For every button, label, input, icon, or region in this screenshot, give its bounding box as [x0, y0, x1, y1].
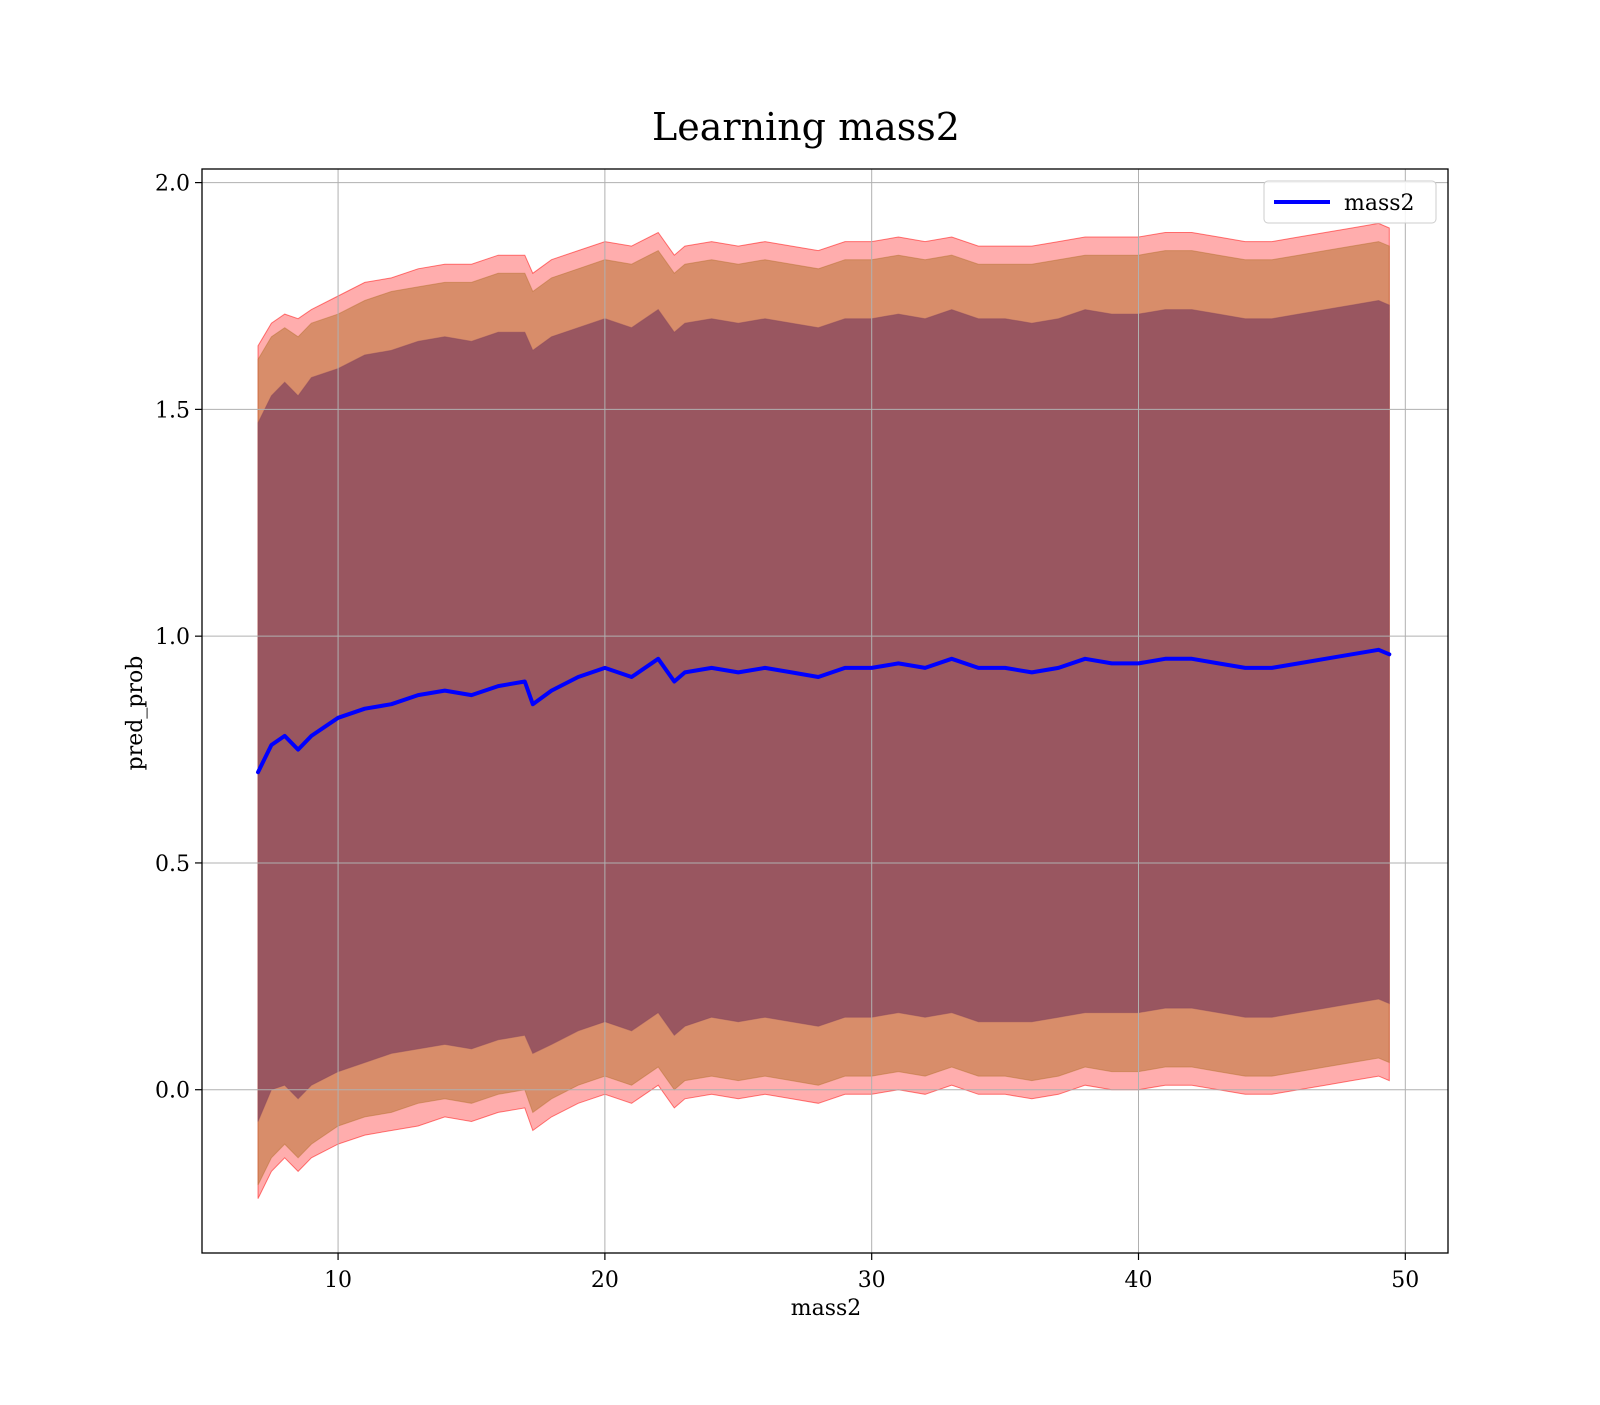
band-3 — [257, 299, 1390, 1122]
y-tick-label-2: 0.5 — [155, 852, 190, 877]
chart-title: Learning mass2 — [652, 105, 960, 149]
legend-box — [1263, 180, 1437, 224]
axes-frame — [201, 168, 1449, 1254]
x-tick-label-4: 40 — [1125, 1268, 1153, 1293]
x-axis-label: mass2 — [791, 1296, 862, 1321]
plot-area: 10 20 30 40 50 0.0 0.5 1.0 1.5 2.0 mass2 — [155, 168, 1449, 1293]
series-line-1 — [256, 647, 1392, 775]
y-axis-label: pred_prob — [123, 656, 148, 771]
y-tick-label-4: 1.5 — [155, 398, 190, 423]
x-tick-label-2: 20 — [591, 1268, 619, 1293]
y-tick-label-1: 0.0 — [155, 1079, 190, 1104]
legend-label-1: mass2 — [1344, 191, 1415, 216]
y-tick-label-5: 2.0 — [155, 172, 190, 197]
x-tick-label-3: 30 — [858, 1268, 886, 1293]
x-tick-label-1: 10 — [324, 1268, 352, 1293]
x-tick-label-5: 50 — [1391, 1268, 1419, 1293]
y-tick-label-3: 1.0 — [155, 625, 190, 650]
